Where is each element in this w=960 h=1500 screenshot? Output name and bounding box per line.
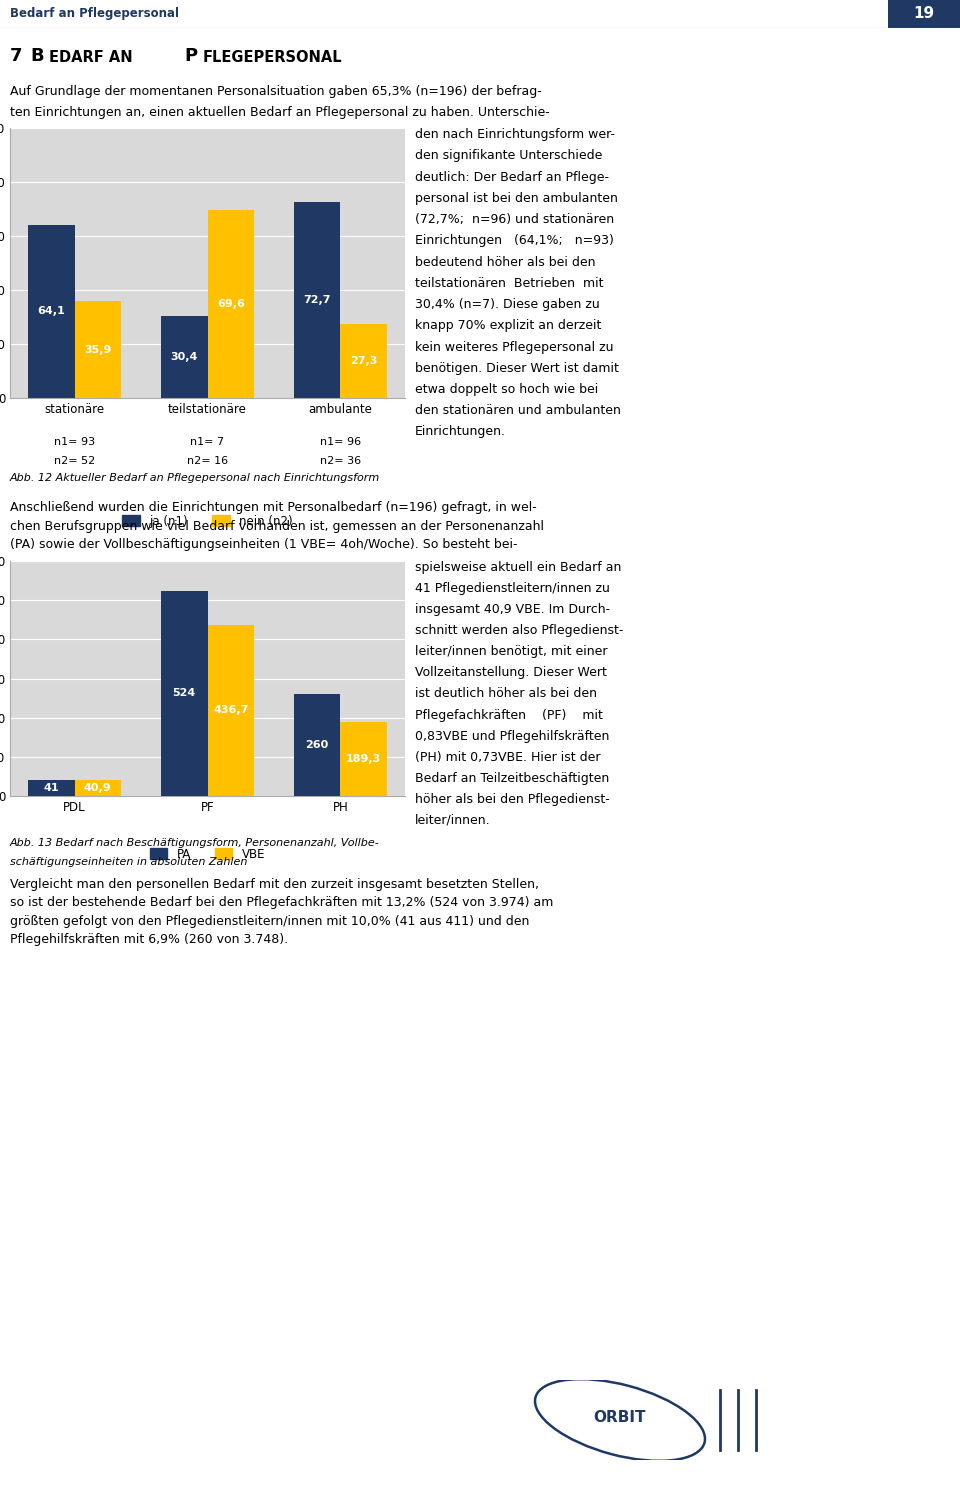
- Text: n2= 52: n2= 52: [54, 456, 95, 466]
- Text: benötigen. Dieser Wert ist damit: benötigen. Dieser Wert ist damit: [415, 362, 619, 375]
- Text: Bedarf an Teilzeitbeschäftigten: Bedarf an Teilzeitbeschäftigten: [415, 771, 610, 784]
- Text: ORBIT: ORBIT: [593, 1410, 646, 1425]
- Text: den signifikante Unterschiede: den signifikante Unterschiede: [415, 150, 602, 162]
- Bar: [75, 780, 121, 796]
- Text: Abb. 12 Aktueller Bedarf an Pflegepersonal nach Einrichtungsform: Abb. 12 Aktueller Bedarf an Pflegeperson…: [10, 472, 380, 483]
- Text: spielsweise aktuell ein Bedarf an: spielsweise aktuell ein Bedarf an: [415, 561, 621, 574]
- Text: ist deutlich höher als bei den: ist deutlich höher als bei den: [415, 687, 597, 700]
- Text: n2= 36: n2= 36: [320, 456, 361, 466]
- Text: 524: 524: [173, 688, 196, 699]
- Text: 7: 7: [10, 46, 22, 64]
- Text: (72,7%;  n=96) und stationären: (72,7%; n=96) und stationären: [415, 213, 614, 226]
- Text: Einrichtungen   (64,1%;   n=93): Einrichtungen (64,1%; n=93): [415, 234, 613, 248]
- Text: 35,9: 35,9: [84, 345, 111, 354]
- Text: Vollzeitanstellung. Dieser Wert: Vollzeitanstellung. Dieser Wert: [415, 666, 607, 680]
- Text: Abb. 13 Bedarf nach Beschäftigungsform, Personenanzahl, Vollbe-: Abb. 13 Bedarf nach Beschäftigungsform, …: [10, 839, 380, 848]
- FancyBboxPatch shape: [888, 0, 960, 28]
- Text: etwa doppelt so hoch wie bei: etwa doppelt so hoch wie bei: [415, 382, 598, 396]
- Text: 40,9: 40,9: [84, 783, 111, 794]
- Bar: [207, 626, 254, 796]
- Text: Pflegefachkräften    (PF)    mit: Pflegefachkräften (PF) mit: [415, 708, 603, 722]
- Text: 69,6: 69,6: [217, 298, 245, 309]
- Text: (PH) mit 0,73VBE. Hier ist der: (PH) mit 0,73VBE. Hier ist der: [415, 750, 601, 764]
- Bar: [207, 210, 254, 398]
- Text: 27,3: 27,3: [350, 356, 377, 366]
- Legend: PA, VBE: PA, VBE: [145, 843, 270, 866]
- Text: den nach Einrichtungsform wer-: den nach Einrichtungsform wer-: [415, 128, 615, 141]
- Text: n2= 16: n2= 16: [187, 456, 228, 466]
- Text: 30,4: 30,4: [171, 352, 198, 362]
- Legend: ja (n1), nein (n2): ja (n1), nein (n2): [118, 510, 298, 532]
- Text: größten gefolgt von den Pflegedienstleitern/innen mit 10,0% (41 aus 411) und den: größten gefolgt von den Pflegedienstleit…: [10, 915, 529, 927]
- Bar: [28, 225, 75, 398]
- Text: Anschließend wurden die Einrichtungen mit Personalbedarf (n=196) gefragt, in wel: Anschließend wurden die Einrichtungen mi…: [10, 501, 537, 515]
- Text: so ist der bestehende Bedarf bei den Pflegefachkräften mit 13,2% (524 von 3.974): so ist der bestehende Bedarf bei den Pfl…: [10, 897, 553, 909]
- Text: (PA) sowie der Vollbeschäftigungseinheiten (1 VBE= 4oh/Woche). So besteht bei-: (PA) sowie der Vollbeschäftigungseinheit…: [10, 538, 517, 552]
- Text: P: P: [184, 46, 197, 64]
- Text: personal ist bei den ambulanten: personal ist bei den ambulanten: [415, 192, 618, 206]
- Text: 72,7: 72,7: [303, 296, 331, 304]
- Text: EDARF AN: EDARF AN: [50, 50, 138, 64]
- Text: Bedarf an Pflegepersonal: Bedarf an Pflegepersonal: [10, 8, 179, 21]
- Text: höher als bei den Pflegedienst-: höher als bei den Pflegedienst-: [415, 794, 610, 806]
- Text: B: B: [31, 46, 44, 64]
- Bar: [75, 302, 121, 398]
- Bar: [294, 694, 341, 796]
- Text: insgesamt 40,9 VBE. Im Durch-: insgesamt 40,9 VBE. Im Durch-: [415, 603, 611, 616]
- Text: leiter/innen benötigt, mit einer: leiter/innen benötigt, mit einer: [415, 645, 608, 658]
- Text: 41: 41: [43, 783, 60, 794]
- Text: leiter/innen.: leiter/innen.: [415, 815, 491, 827]
- Text: 41 Pflegedienstleitern/innen zu: 41 Pflegedienstleitern/innen zu: [415, 582, 610, 596]
- Text: schnitt werden also Pflegedienst-: schnitt werden also Pflegedienst-: [415, 624, 623, 638]
- Text: n1= 93: n1= 93: [54, 436, 95, 447]
- Bar: [341, 324, 387, 398]
- Text: 260: 260: [305, 740, 329, 750]
- Bar: [294, 201, 341, 398]
- Text: 64,1: 64,1: [37, 306, 65, 316]
- Text: n1= 96: n1= 96: [320, 436, 361, 447]
- Text: 0,83VBE und Pflegehilfskräften: 0,83VBE und Pflegehilfskräften: [415, 729, 610, 742]
- Text: 189,3: 189,3: [347, 754, 381, 764]
- Text: schäftigungseinheiten in absoluten Zahlen: schäftigungseinheiten in absoluten Zahle…: [10, 856, 248, 867]
- Bar: [161, 591, 207, 796]
- Text: den stationären und ambulanten: den stationären und ambulanten: [415, 405, 621, 417]
- Bar: [28, 780, 75, 796]
- Text: teilstationären  Betrieben  mit: teilstationären Betrieben mit: [415, 276, 604, 290]
- Text: FLEGEPERSONAL: FLEGEPERSONAL: [203, 50, 343, 64]
- Text: 30,4% (n=7). Diese gaben zu: 30,4% (n=7). Diese gaben zu: [415, 298, 600, 310]
- Bar: [161, 316, 207, 398]
- Text: chen Berufsgruppen wie viel Bedarf vorhanden ist, gemessen an der Personenanzahl: chen Berufsgruppen wie viel Bedarf vorha…: [10, 519, 544, 532]
- Text: deutlich: Der Bedarf an Pflege-: deutlich: Der Bedarf an Pflege-: [415, 171, 609, 183]
- Text: n1= 7: n1= 7: [190, 436, 225, 447]
- Text: kein weiteres Pflegepersonal zu: kein weiteres Pflegepersonal zu: [415, 340, 613, 354]
- Text: bedeutend höher als bei den: bedeutend höher als bei den: [415, 255, 595, 268]
- Text: ten Einrichtungen an, einen aktuellen Bedarf an Pflegepersonal zu haben. Untersc: ten Einrichtungen an, einen aktuellen Be…: [10, 106, 550, 118]
- Text: knapp 70% explizit an derzeit: knapp 70% explizit an derzeit: [415, 320, 601, 333]
- Text: Einrichtungen.: Einrichtungen.: [415, 426, 506, 438]
- Text: 19: 19: [913, 6, 935, 21]
- Text: 436,7: 436,7: [213, 705, 249, 716]
- Text: Pflegehilfskräften mit 6,9% (260 von 3.748).: Pflegehilfskräften mit 6,9% (260 von 3.7…: [10, 933, 288, 946]
- Text: Vergleicht man den personellen Bedarf mit den zurzeit insgesamt besetzten Stelle: Vergleicht man den personellen Bedarf mi…: [10, 878, 539, 891]
- Bar: [341, 722, 387, 797]
- Text: Auf Grundlage der momentanen Personalsituation gaben 65,3% (n=196) der befrag-: Auf Grundlage der momentanen Personalsit…: [10, 86, 541, 98]
